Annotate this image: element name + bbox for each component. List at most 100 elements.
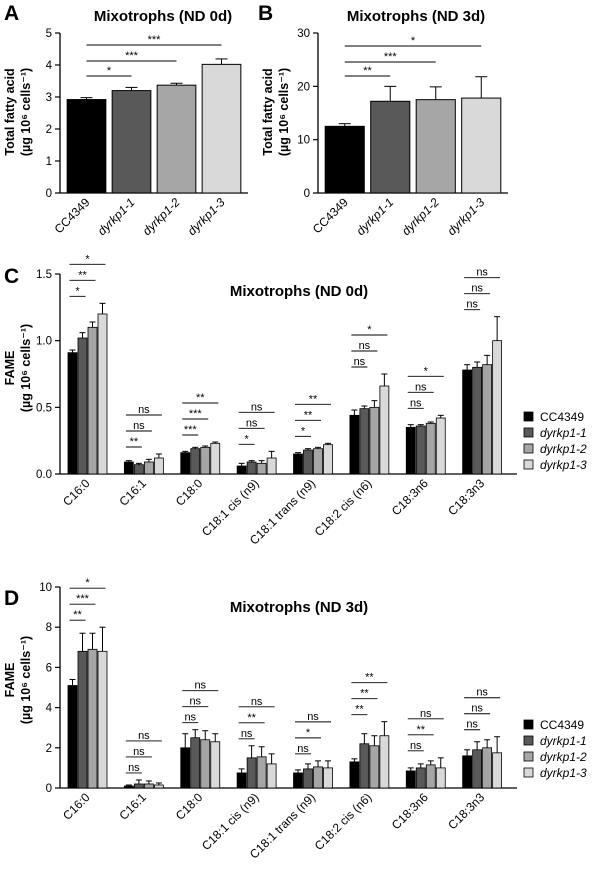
panel-c-category-label-3: C18:1 cis (n9)	[199, 476, 262, 539]
panel-d-y-tick-label-1: 2	[46, 743, 52, 755]
panel-c-bar-g7-dyrkp1-3	[492, 340, 503, 475]
panel-d-bar-g5-CC4349	[349, 761, 360, 789]
panel-a: A Mixotrophs (ND 0d) Total fatty acid (µ…	[3, 2, 248, 238]
panel-d-bar-g7-dyrkp1-2	[482, 747, 493, 789]
panel-c-bar-g6-dyrkp1-3	[435, 417, 446, 475]
panel-c-sig-label-g3-3: ns	[251, 401, 263, 413]
panel-b-y-tick-label-2: 20	[297, 81, 310, 93]
panel-d-sig-label-g4-1: ns	[297, 743, 309, 755]
panel-d-sig-label-g0-3: *	[85, 577, 90, 589]
panel-d-sig-label-g2-3: ns	[194, 680, 206, 692]
panel-c-bar-g6-CC4349	[405, 426, 416, 475]
panel-a-ylabel-line1: Total fatty acid	[3, 68, 17, 155]
panel-d-category-label-2: C18:0	[173, 790, 206, 823]
panel-a-y-tick-label-3: 3	[46, 92, 52, 104]
panel-d: D Mixotrophs (ND 3d) FAME (µg 10⁶ cells⁻…	[3, 577, 587, 861]
panel-d-sig-label-g7-2: ns	[471, 703, 483, 715]
panel-b-category-label-3: dyrkp1-3	[444, 195, 487, 238]
panel-c-sig-label-g1-3: ns	[138, 404, 150, 416]
panel-d-category-label-5: C18:2 cis (n6)	[312, 790, 375, 853]
panel-c-legend-swatch-dyrkp1-3	[523, 459, 534, 470]
panel-c-category-label-5: C18:2 cis (n6)	[312, 476, 375, 539]
panel-d-bar-g2-CC4349	[180, 747, 191, 789]
panel-d-bar-g2-dyrkp1-2	[200, 739, 211, 789]
panel-b: B Mixotrophs (ND 3d) Total fatty acid (µ…	[258, 2, 508, 238]
panel-c-bar-g2-dyrkp1-3	[210, 442, 221, 475]
panel-d-y-tick-label-5: 10	[39, 582, 52, 594]
panel-d-bar-g5-dyrkp1-3	[379, 735, 390, 789]
panel-a-bar-dyrkp1-3	[201, 63, 242, 194]
panel-c-bar-g3-dyrkp1-2	[256, 462, 267, 475]
panel-b-y-tick-label-3: 30	[297, 28, 310, 40]
panel-d-legend-swatch-dyrkp1-1	[523, 735, 534, 746]
panel-c-bar-g1-dyrkp1-2	[143, 461, 154, 475]
panel-b-sig-label-2: ***	[384, 51, 398, 63]
panel-c-sig-label-g4-2: **	[304, 409, 313, 421]
panel-a-sig-label-1: *	[107, 65, 112, 77]
panel-d-sig-label-g7-3: ns	[476, 687, 488, 699]
panel-c-category-label-6: C18:3n6	[389, 476, 431, 518]
panel-c-sig-label-g2-1: ***	[184, 424, 198, 436]
panel-c-sig-label-g7-1: ns	[466, 299, 478, 311]
panel-d-bar-g4-dyrkp1-2	[313, 766, 323, 789]
panel-c-bar-g2-dyrkp1-2	[200, 446, 211, 475]
panel-d-ylabel-line1: FAME	[3, 663, 17, 698]
panel-c-y-tick-label-3: 1.5	[36, 269, 52, 281]
panel-c-bar-g1-dyrkp1-1	[133, 464, 144, 475]
panel-d-sig-label-g2-2: ns	[189, 696, 201, 708]
panel-letter-a: A	[4, 2, 19, 25]
panel-d-bar-g1-dyrkp1-1	[133, 783, 144, 789]
panel-d-sig-label-g1-2: ns	[133, 746, 145, 758]
panel-c-bar-g4-CC4349	[293, 453, 303, 475]
panel-b-title: Mixotrophs (ND 3d)	[347, 8, 485, 25]
panel-d-sig-label-g5-3: **	[365, 672, 374, 684]
panel-d-y-tick-label-3: 6	[46, 662, 52, 674]
panel-b-category-label-2: dyrkp1-2	[399, 195, 442, 238]
panel-d-legend-label-dyrkp1-1: dyrkp1-1	[540, 734, 587, 748]
panel-c-bar-g7-CC4349	[462, 369, 473, 475]
panel-c-ylabel: FAME (µg 10⁶ cells⁻¹)	[3, 324, 33, 412]
panel-d-bar-g1-dyrkp1-3	[153, 784, 164, 789]
panel-d-legend-swatch-CC4349	[523, 719, 534, 730]
panel-a-category-label-3: dyrkp1-3	[185, 195, 228, 238]
panel-c-sig-label-g7-3: ns	[476, 267, 488, 279]
panel-c-sig-label-g5-1: ns	[354, 356, 366, 368]
panel-a-y-tick-label-2: 2	[46, 124, 52, 136]
panel-c-bar-g4-dyrkp1-2	[313, 448, 323, 475]
panel-d-legend-swatch-dyrkp1-2	[523, 751, 534, 762]
panel-d-bar-g0-CC4349	[67, 685, 78, 789]
panel-a-bar-dyrkp1-2	[156, 84, 197, 194]
panel-c-sig-label-g6-2: ns	[415, 381, 427, 393]
panel-d-category-label-7: C18:3n3	[445, 790, 487, 832]
panel-c-bar-g5-CC4349	[349, 414, 360, 475]
panel-d-bar-g6-dyrkp1-3	[435, 767, 446, 789]
panel-b-sig-label-3: *	[411, 35, 416, 47]
panel-a-y-tick-label-0: 0	[46, 188, 52, 200]
panel-b-y-tick-label-0: 0	[304, 188, 310, 200]
panel-c-sig-label-g7-2: ns	[471, 283, 483, 295]
panel-c-legend-swatch-CC4349	[523, 411, 534, 422]
panel-c-sig-label-g3-1: *	[244, 433, 249, 445]
panel-a-title: Mixotrophs (ND 0d)	[94, 8, 232, 25]
panel-d-bar-g5-dyrkp1-1	[359, 743, 370, 789]
panel-c-bar-g0-dyrkp1-2	[87, 326, 98, 475]
panel-c-legend-swatch-dyrkp1-2	[523, 443, 534, 454]
panel-d-legend-label-dyrkp1-3: dyrkp1-3	[540, 766, 587, 780]
panel-d-category-label-0: C16:0	[60, 790, 93, 823]
panel-a-bar-dyrkp1-1	[111, 90, 152, 194]
panel-d-sig-label-g5-1: **	[355, 704, 364, 716]
panel-c-sig-label-g0-2: **	[78, 269, 87, 281]
panel-d-bar-g1-CC4349	[123, 785, 134, 789]
panel-d-bar-g5-dyrkp1-2	[369, 745, 380, 789]
panel-d-legend-label-CC4349: CC4349	[540, 718, 584, 732]
panel-a-y-tick-label-1: 1	[46, 156, 52, 168]
panel-b-bar-dyrkp1-2	[415, 99, 456, 194]
panel-a-ylabel: Total fatty acid (µg 10⁶ cells⁻¹)	[3, 68, 33, 156]
panel-a-category-label-0: CC4349	[52, 195, 93, 236]
panel-d-category-label-6: C18:3n6	[389, 790, 431, 832]
panel-a-category-label-2: dyrkp1-2	[140, 195, 183, 238]
panel-b-category-label-1: dyrkp1-1	[353, 195, 396, 238]
panel-c-legend-label-CC4349: CC4349	[540, 410, 584, 424]
